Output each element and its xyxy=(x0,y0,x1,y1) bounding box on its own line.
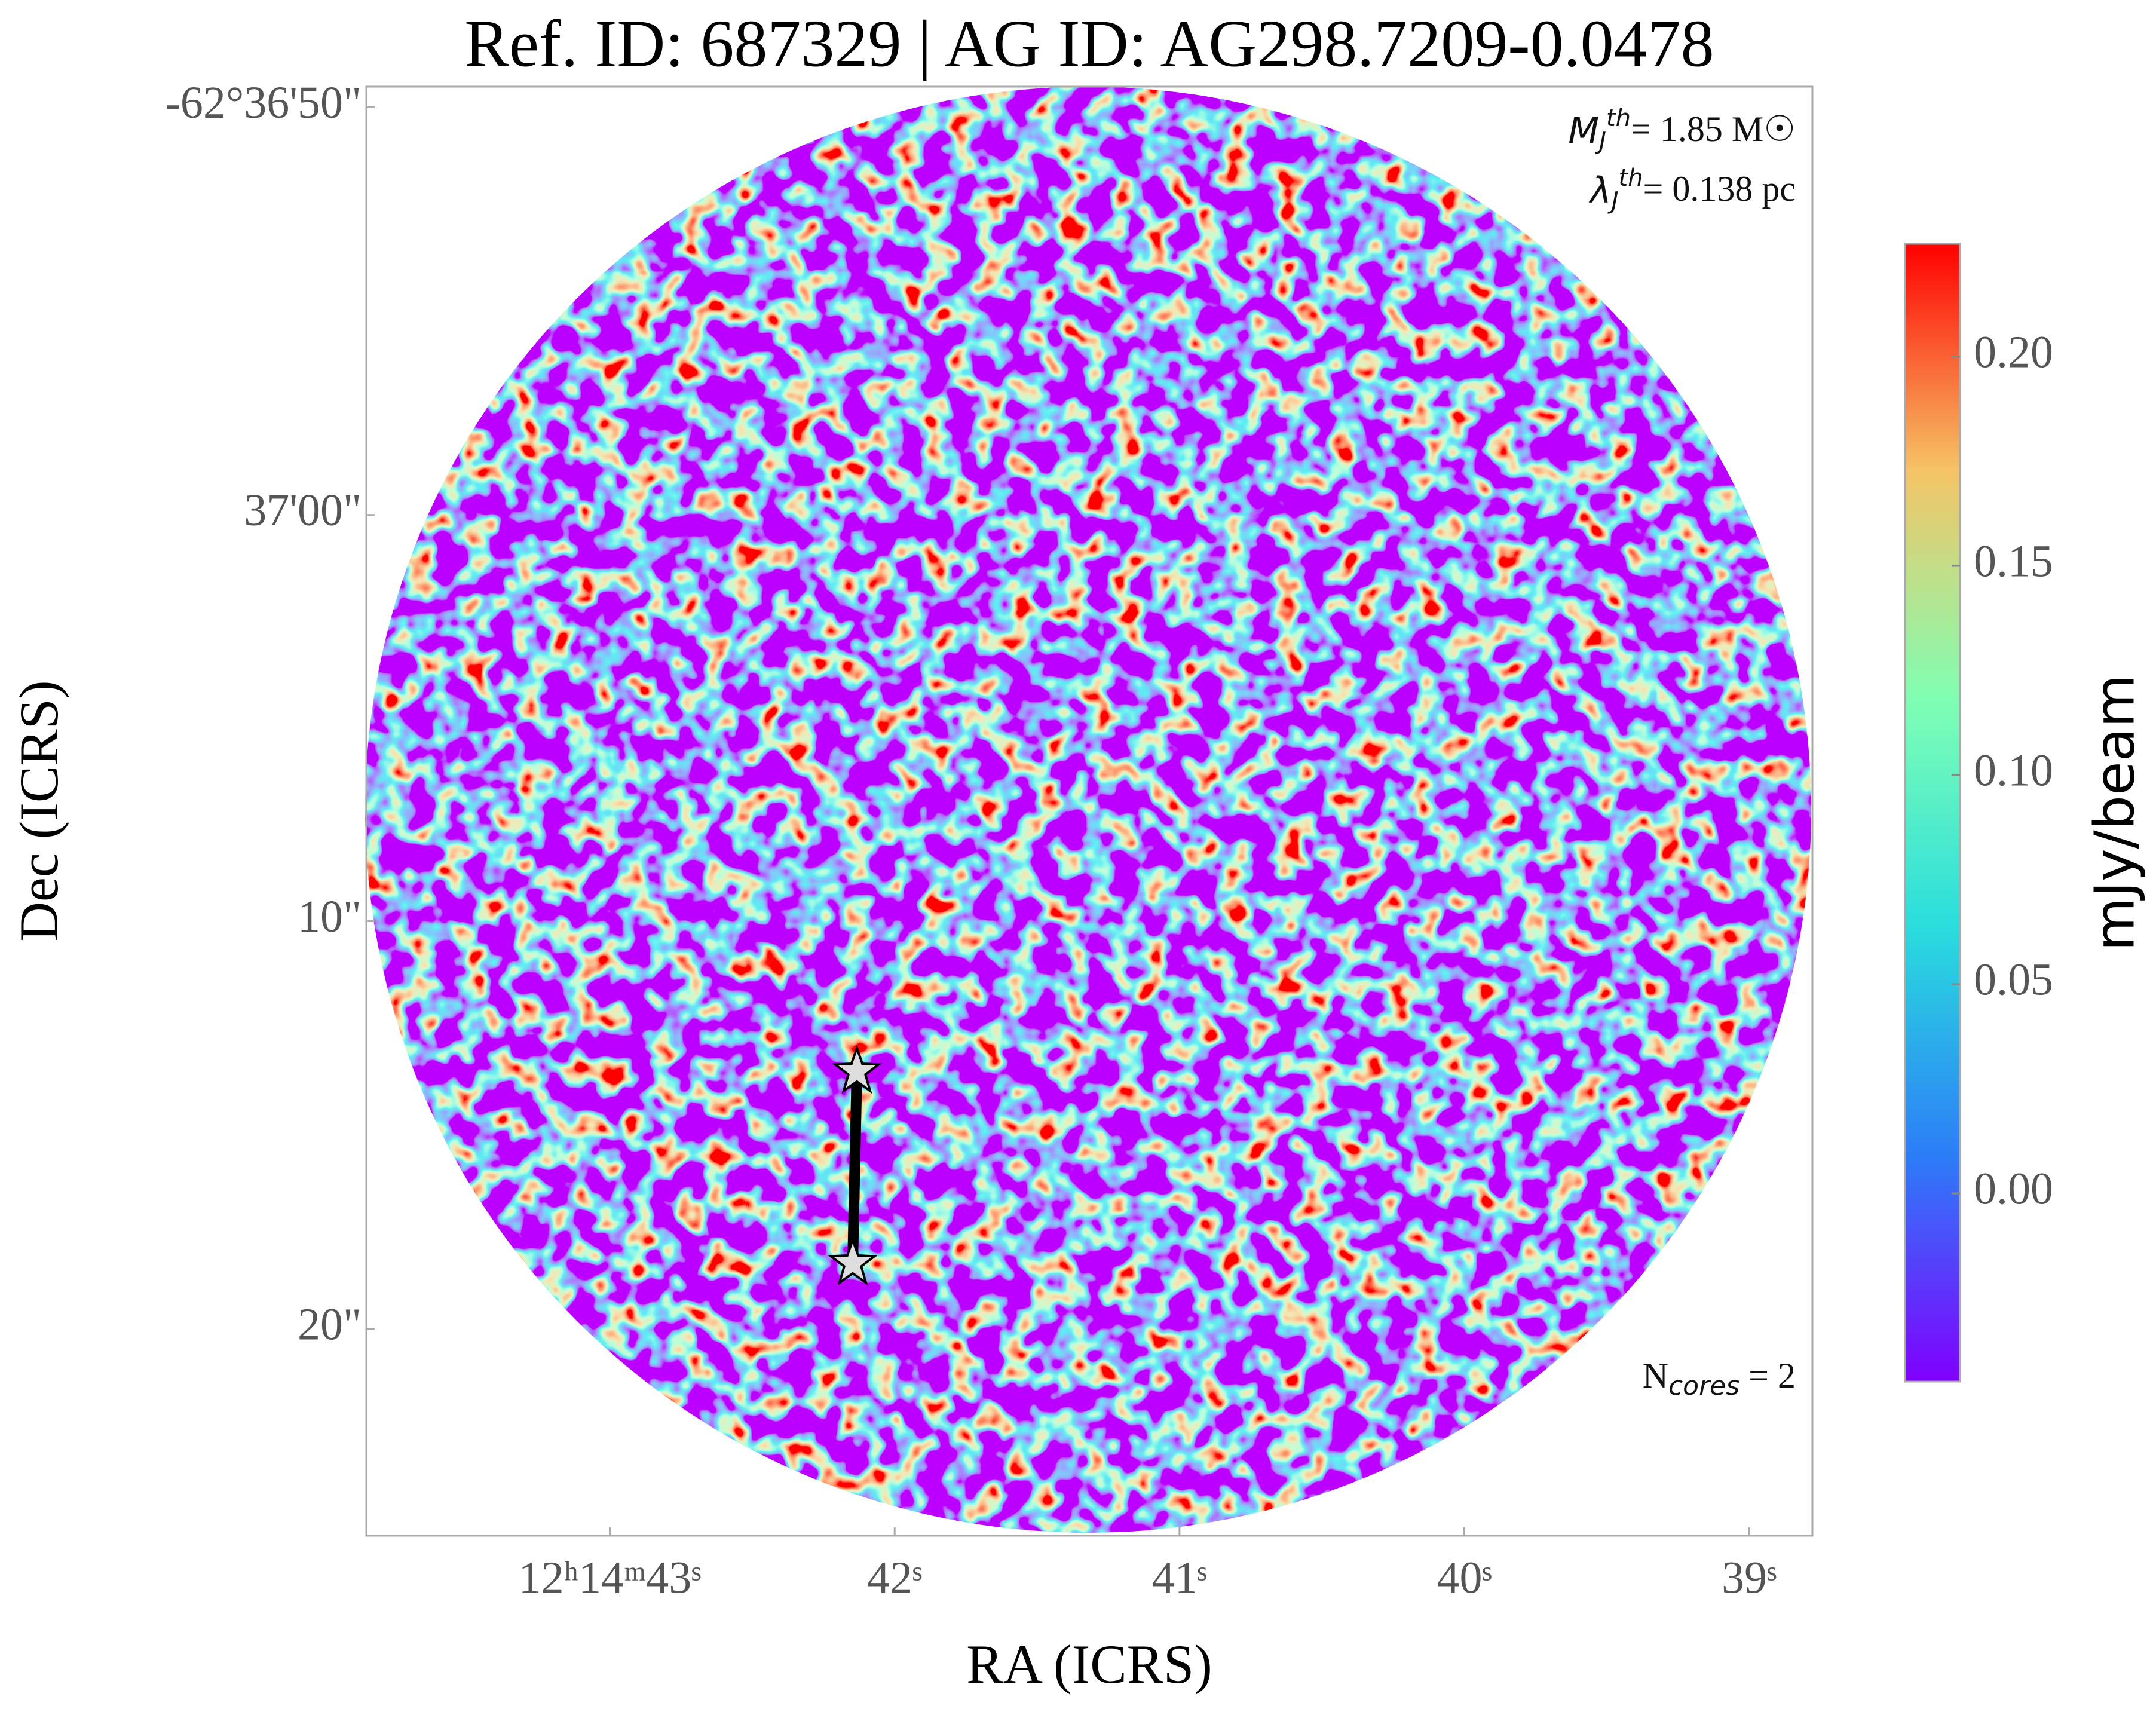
y-tick-label: 20" xyxy=(298,1299,362,1349)
intensity-map xyxy=(365,87,1811,1533)
y-tick-label: 10" xyxy=(298,892,362,942)
core-link xyxy=(847,1071,862,1264)
symbol: M xyxy=(1568,110,1599,152)
y-tick-label: -62°36'50" xyxy=(166,78,362,128)
superscript: th xyxy=(1606,105,1631,132)
subscript: cores xyxy=(1668,1371,1740,1401)
x-tick-label: 41ˢ xyxy=(1152,1552,1207,1603)
colorbar-tick-label: 0.20 xyxy=(1974,327,2053,377)
symbol: N xyxy=(1643,1356,1668,1395)
value: = 1.85 M☉ xyxy=(1631,109,1796,149)
core-marker xyxy=(828,1236,878,1286)
value: = 2 xyxy=(1740,1356,1796,1395)
colorbar-tick-label: 0.05 xyxy=(1974,954,2053,1005)
x-axis-label: RA (ICRS) xyxy=(966,1634,1212,1695)
x-tick-label: 12ʰ14ᵐ43ˢ xyxy=(519,1552,702,1603)
jeans-length: λJth= 0.138 pc xyxy=(1588,164,1796,215)
superscript: th xyxy=(1618,164,1643,192)
colorbar xyxy=(1904,243,1961,1383)
x-tick-label: 39ˢ xyxy=(1722,1552,1777,1603)
colorbar-tick-label: 0.10 xyxy=(1974,745,2053,795)
core-marker xyxy=(832,1045,882,1094)
axes-frame xyxy=(365,85,1814,1537)
colorbar-label: mJy/beam xyxy=(2082,674,2146,951)
x-tick-label: 40ˢ xyxy=(1437,1552,1492,1603)
y-tick-label: 37'00" xyxy=(244,485,362,535)
colorbar-tick-label: 0.15 xyxy=(1974,536,2053,586)
chart-title: Ref. ID: 687329 | AG ID: AG298.7209-0.04… xyxy=(464,7,1714,81)
core-count: Ncores = 2 xyxy=(1643,1356,1796,1401)
jeans-mass: MJth= 1.85 M☉ xyxy=(1568,105,1796,155)
value: = 0.138 pc xyxy=(1643,169,1796,209)
x-tick-label: 42ˢ xyxy=(867,1552,922,1603)
colorbar-tick-label: 0.00 xyxy=(1974,1163,2053,1214)
symbol: λ xyxy=(1588,170,1612,212)
y-axis-label: Dec (ICRS) xyxy=(8,681,69,942)
